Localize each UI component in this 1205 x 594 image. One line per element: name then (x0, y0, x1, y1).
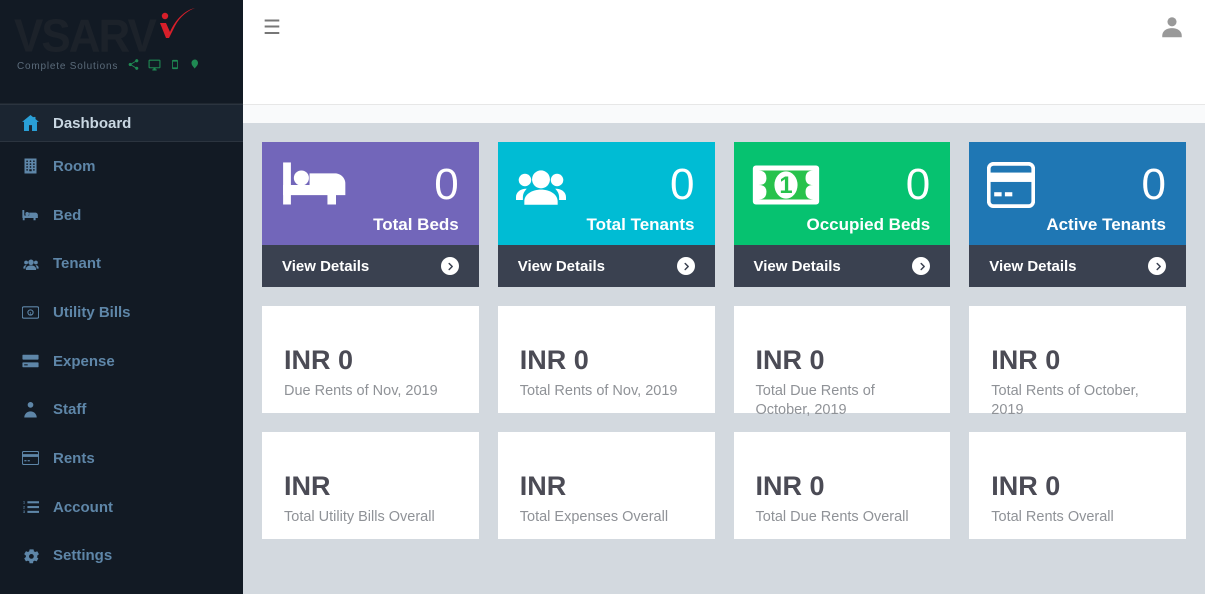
svg-text:1: 1 (779, 171, 792, 198)
svg-text:2: 2 (23, 506, 25, 510)
svg-text:3: 3 (23, 510, 25, 514)
svg-text:1: 1 (23, 501, 25, 505)
